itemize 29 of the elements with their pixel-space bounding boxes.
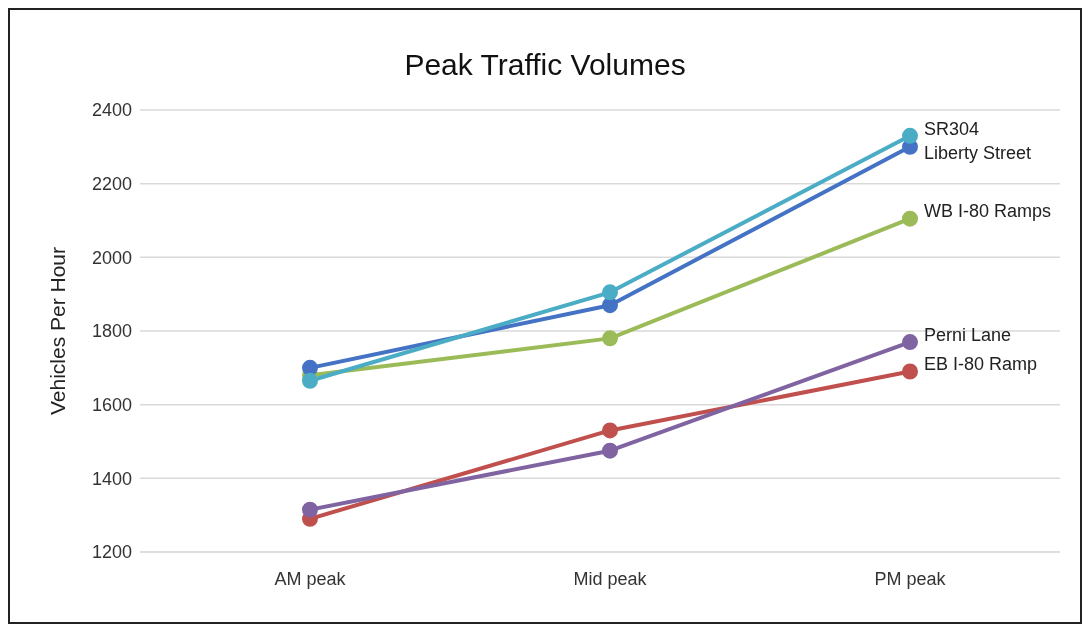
point — [602, 330, 618, 347]
point — [302, 372, 318, 389]
series-label: Liberty Street — [924, 142, 1032, 163]
y-tick-label: 2000 — [91, 247, 132, 268]
y-tick-label: 2200 — [91, 174, 132, 195]
x-tick-label: Mid peak — [573, 568, 648, 589]
point — [902, 127, 918, 144]
y-tick-label: 1200 — [91, 542, 132, 563]
point — [902, 334, 918, 351]
point — [302, 501, 318, 518]
point — [302, 359, 318, 376]
chart-title: Peak Traffic Volumes — [403, 48, 687, 82]
y-tick-label: 2400 — [91, 100, 132, 121]
y-axis-title: Vehicles Per Hour — [46, 246, 70, 416]
series-label: WB I-80 Ramps — [924, 201, 1052, 222]
point — [602, 284, 618, 301]
series-label: EB I-80 Ramp — [924, 354, 1038, 375]
y-tick-label: 1800 — [91, 321, 132, 342]
x-tick-label: AM peak — [274, 568, 347, 589]
point — [602, 442, 618, 459]
series-label: Perni Lane — [924, 324, 1012, 345]
point — [602, 297, 618, 314]
point — [902, 210, 918, 227]
y-tick-label: 1400 — [91, 468, 132, 489]
y-tick-label: 1600 — [91, 395, 132, 416]
point — [602, 422, 618, 439]
series-label: SR304 — [924, 118, 980, 139]
x-tick-label: PM peak — [874, 568, 947, 589]
point — [902, 363, 918, 380]
